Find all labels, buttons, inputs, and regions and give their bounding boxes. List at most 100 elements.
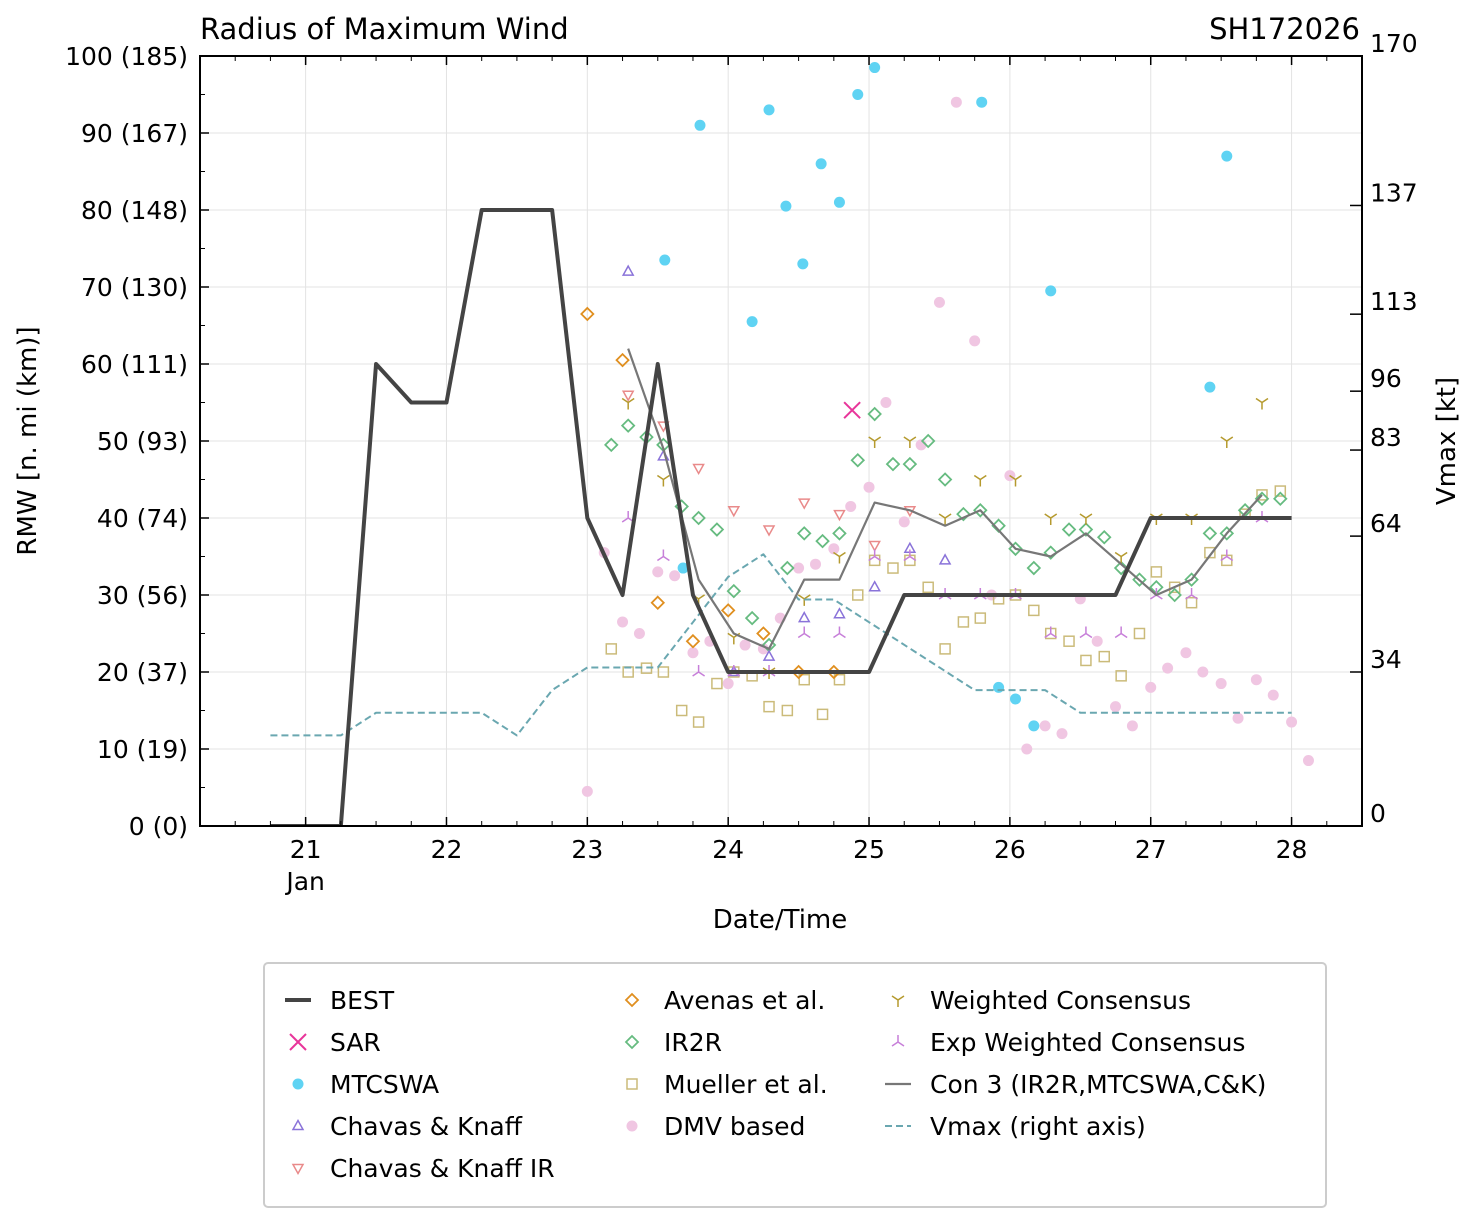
data-point-mueller-et-al [763, 700, 775, 713]
data-point-dmv-based [687, 647, 699, 659]
data-point-chavas-knaff [797, 611, 811, 623]
data-point-chavas-knaff-ir [833, 509, 846, 522]
storm-id: SH172026 [1209, 12, 1360, 46]
data-point-ir2r [1254, 491, 1270, 507]
data-point-exp-weighted-consensus [656, 549, 670, 562]
data-point-mtcswa [677, 562, 689, 574]
data-point-exp-weighted-consensus [903, 549, 917, 562]
data-point-chavas-knaff [833, 607, 846, 619]
data-point-mueller-et-al [781, 704, 794, 717]
data-point-chavas-knaff-ir [762, 525, 776, 537]
data-point-mtcswa [780, 200, 792, 212]
y2-tick-labels: 0 34 64 83 96 113 137 170 [1370, 29, 1418, 828]
data-point-ir2r [1113, 560, 1129, 576]
data-point-ir2r [604, 437, 619, 453]
data-point-mtcswa [694, 119, 706, 131]
data-point-avenas-et-al [650, 595, 666, 610]
data-point-dmv-based [633, 628, 645, 639]
series-line-vmax-right-axis [270, 553, 1292, 737]
data-point-mtcswa [1221, 150, 1233, 162]
legend-item-sar: SAR [289, 1028, 381, 1057]
series-line-best [270, 208, 1292, 826]
data-point-mueller-et-al [1063, 635, 1075, 647]
data-point-mueller-et-al [605, 643, 618, 655]
data-point-dmv-based [845, 500, 857, 512]
legend-swatch [891, 995, 905, 1007]
data-point-exp-weighted-consensus [692, 665, 706, 677]
data-point-weighted-consensus [1114, 551, 1128, 564]
data-point-mueller-et-al [1133, 627, 1146, 640]
data-point-weighted-consensus [1009, 474, 1022, 487]
x-tick-label: 23 [571, 835, 603, 864]
data-point-ir2r [1202, 526, 1218, 541]
legend-item-con-3-ir2r-mtcswa-c-k: Con 3 (IR2R,MTCSWA,C&K) [885, 1070, 1266, 1099]
data-point-dmv-based [617, 616, 629, 628]
data-point-ir2r [1096, 529, 1112, 545]
legend-swatch [291, 1163, 305, 1176]
legend-item-vmax-right-axis: Vmax (right axis) [885, 1112, 1146, 1141]
x-axis-label: Date/Time [713, 905, 848, 935]
data-point-exp-weighted-consensus [797, 626, 811, 639]
data-point-exp-weighted-consensus [1220, 549, 1234, 562]
data-point-exp-weighted-consensus [868, 549, 882, 562]
data-point-dmv-based [793, 562, 805, 574]
legend-label: IR2R [664, 1028, 722, 1057]
data-point-ir2r [1219, 526, 1235, 541]
data-point-dmv-based [1250, 674, 1262, 686]
data-point-dmv-based [1110, 701, 1122, 713]
data-point-dmv-based [950, 96, 962, 108]
data-point-mueller-et-al [1115, 670, 1127, 682]
data-point-exp-weighted-consensus [833, 626, 846, 639]
data-point-dmv-based [969, 335, 981, 347]
data-point-ir2r [920, 433, 936, 449]
y-tick-label: 60 (111) [81, 350, 188, 379]
data-point-mueller-et-al [657, 666, 670, 678]
legend-label: SAR [330, 1028, 381, 1057]
data-point-mueller-et-al [1098, 650, 1110, 663]
data-point-chavas-knaff [938, 553, 952, 565]
y-tick-label: 30 (56) [97, 581, 188, 610]
legend-item-dmv-based: DMV based [626, 1112, 805, 1141]
y2-tick-label: 83 [1370, 423, 1402, 452]
data-point-mueller-et-al [1080, 654, 1092, 667]
data-point-dmv-based [669, 570, 681, 582]
x-tick-label: 22 [431, 835, 463, 864]
data-point-mueller-et-al [692, 716, 705, 728]
data-point-dmv-based [898, 516, 910, 528]
data-point-mtcswa [746, 316, 758, 328]
data-point-mueller-et-al [887, 562, 899, 574]
data-point-mueller-et-al [1256, 489, 1268, 501]
data-point-mtcswa [1045, 285, 1057, 297]
legend-item-weighted-consensus: Weighted Consensus [891, 986, 1191, 1015]
data-point-chavas-knaff [621, 264, 635, 276]
chart-title: Radius of Maximum Wind [200, 12, 569, 46]
x-tick-label: 26 [994, 835, 1026, 864]
data-point-mueller-et-al [816, 708, 829, 721]
series-chavas-knaff-ir [621, 390, 917, 552]
data-point-dmv-based [1267, 689, 1279, 701]
legend-item-chavas-knaff-ir: Chavas & Knaff IR [291, 1154, 555, 1183]
data-point-dmv-based [1039, 720, 1051, 732]
data-point-ir2r [1184, 572, 1199, 587]
data-point-chavas-knaff-ir [727, 506, 741, 518]
legend-label: Avenas et al. [664, 986, 825, 1015]
legend-label: Vmax (right axis) [930, 1112, 1146, 1141]
data-point-dmv-based [828, 543, 840, 555]
data-point-exp-weighted-consensus [1044, 626, 1058, 639]
y-tick-label: 80 (148) [81, 196, 188, 225]
data-point-dmv-based [1302, 755, 1314, 767]
data-point-mtcswa [763, 104, 775, 116]
data-point-weighted-consensus [1044, 513, 1058, 525]
y-tick-label: 100 (185) [65, 42, 188, 71]
legend-label: Chavas & Knaff [330, 1112, 523, 1141]
data-point-mtcswa [852, 89, 864, 100]
legend-item-mueller-et-al: Mueller et al. [626, 1070, 828, 1099]
data-point-dmv-based [1197, 666, 1209, 678]
data-point-chavas-knaff [762, 649, 776, 661]
data-point-ir2r [1008, 541, 1023, 557]
data-point-mueller-et-al [711, 677, 723, 690]
data-point-chavas-knaff-ir [868, 540, 881, 552]
legend-swatch [624, 1034, 640, 1050]
data-point-ir2r [691, 510, 706, 526]
